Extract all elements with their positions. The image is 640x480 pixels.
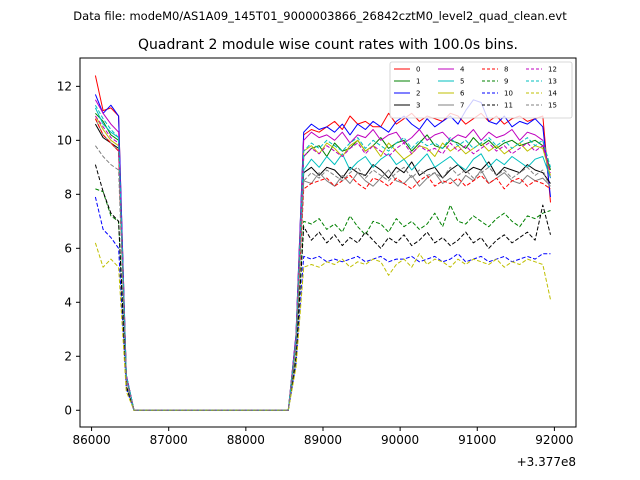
x-tick-label: 91000 — [458, 433, 496, 447]
x-offset-label: +3.377e8 — [517, 455, 576, 469]
x-tick-label: 86000 — [72, 433, 110, 447]
x-tick-label: 89000 — [304, 433, 342, 447]
y-tick-label: 10 — [57, 133, 72, 147]
legend-label-8: 8 — [504, 66, 508, 74]
legend-label-14: 14 — [548, 90, 557, 98]
data-file-label: Data file: modeM0/AS1A09_145T01_90000038… — [73, 9, 567, 23]
series-line-13 — [94, 104, 551, 411]
legend-label-4: 4 — [460, 66, 465, 74]
x-axis: 86000 87000 88000 89000 90000 91000 92000 — [72, 427, 573, 447]
legend-label-2: 2 — [416, 90, 420, 98]
legend-label-6: 6 — [460, 90, 465, 98]
x-tick-label: 88000 — [227, 433, 265, 447]
legend-label-9: 9 — [504, 78, 508, 86]
x-tick-label: 90000 — [381, 433, 419, 447]
legend-label-3: 3 — [416, 102, 420, 110]
legend-label-7: 7 — [460, 102, 464, 110]
series-line-15 — [94, 145, 551, 411]
y-tick-label: 6 — [64, 241, 72, 255]
legend-label-12: 12 — [548, 66, 557, 74]
series-layer — [94, 75, 551, 411]
x-tick-label: 87000 — [150, 433, 188, 447]
x-tick-label: 92000 — [535, 433, 573, 447]
axes-frame — [79, 57, 577, 428]
legend-label-0: 0 — [416, 66, 420, 74]
y-tick-label: 4 — [64, 295, 72, 309]
legend-label-11: 11 — [504, 102, 513, 110]
plot-area: 86000 87000 88000 89000 90000 91000 92000 0 2 4 6… — [57, 57, 577, 447]
y-tick-label: 8 — [64, 187, 72, 201]
series-line-11 — [94, 164, 551, 411]
legend-box — [389, 61, 573, 119]
y-tick-label: 12 — [57, 79, 72, 93]
legend-label-1: 1 — [416, 78, 420, 86]
chart-title: Quadrant 2 module wise count rates with … — [138, 37, 518, 53]
series-line-10 — [94, 196, 551, 411]
series-line-14 — [94, 242, 551, 411]
y-axis: 0 2 4 6 8 10 12 — [57, 79, 80, 417]
y-tick-label: 2 — [64, 349, 72, 363]
legend-label-5: 5 — [460, 78, 464, 86]
legend-label-13: 13 — [548, 78, 557, 86]
y-tick-label: 0 — [64, 403, 72, 417]
series-line-9 — [95, 188, 551, 411]
legend-label-15: 15 — [548, 102, 557, 110]
legend-label-10: 10 — [504, 90, 513, 98]
